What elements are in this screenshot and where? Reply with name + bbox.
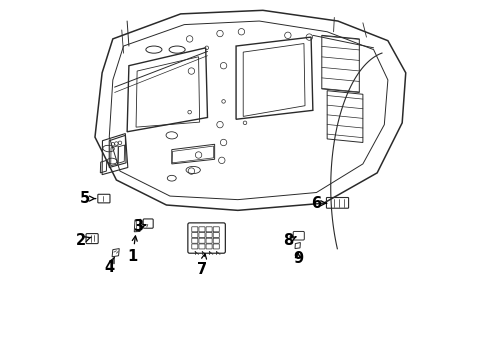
Text: 5: 5 <box>80 191 96 206</box>
Text: 2: 2 <box>75 233 91 248</box>
Text: 6: 6 <box>311 196 326 211</box>
Text: 7: 7 <box>197 254 207 277</box>
Text: 8: 8 <box>283 233 296 248</box>
Text: 3: 3 <box>133 219 146 234</box>
Text: 1: 1 <box>127 236 138 264</box>
Text: 4: 4 <box>104 257 114 275</box>
Text: 9: 9 <box>293 251 303 266</box>
